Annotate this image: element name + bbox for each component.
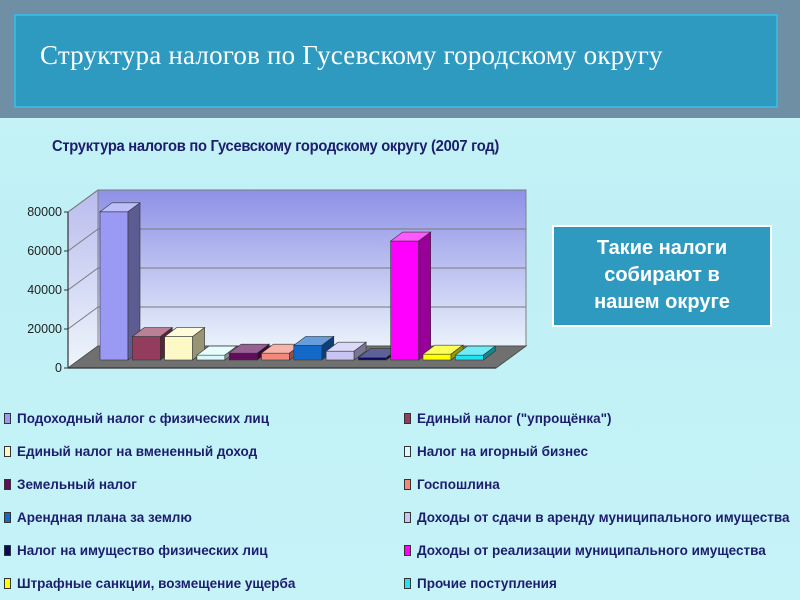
legend-label: Доходы от сдачи в аренду муниципального … [417,509,790,525]
legend-swatch [404,577,411,589]
legend-item: Единый налог ("упрощёнка") [404,407,612,429]
legend-label: Прочие поступления [417,575,557,591]
legend-label: Доходы от реализации муниципального имущ… [417,542,766,558]
legend-swatch [404,511,411,523]
slide-title: Структура налогов по Гусевскому городско… [40,40,663,70]
legend-swatch [404,544,411,556]
bar-3 [164,336,193,361]
legend-label: Налог на игорный бизнес [417,443,588,459]
legend-label: Госпошлина [417,476,500,492]
legend-swatch [4,511,11,523]
legend-item: Госпошлина [404,473,500,495]
callout-line-2: собирают в [604,264,720,286]
chart-legend: Подоходный налог с физических лиц Единый … [0,403,800,600]
bar-12 [454,354,484,361]
bar-chart: 0 20000 40000 60000 80000 [27,189,528,375]
callout-line-3: нашем округе [594,291,730,313]
legend-item: Штрафные санкции, возмещение ущерба [4,572,295,594]
y-tick-label: 40000 [27,283,62,297]
y-tick-label: 0 [55,361,62,375]
legend-swatch [404,478,411,490]
bar-11 [422,353,452,361]
legend-item: Налог на имущество физических лиц [4,539,268,561]
legend-swatch [4,544,11,556]
gridline-side [67,228,99,252]
y-tick-label: 80000 [27,205,62,219]
bar-8 [325,350,355,361]
legend-item: Арендная плана за землю [4,506,192,528]
legend-swatch [4,445,11,457]
bar-10 [390,240,420,361]
bar-9 [358,357,387,361]
bar-1 [99,211,129,361]
y-tick-label: 20000 [27,322,62,336]
legend-label: Земельный налог [17,476,137,492]
gridline-side [67,306,99,330]
bar-5 [228,352,258,361]
gridline-side [67,189,99,213]
legend-label: Подоходный налог с физических лиц [17,410,270,426]
gridline-side [67,267,99,291]
title-box: Структура налогов по Гусевскому городско… [14,14,778,108]
legend-item: Прочие поступления [404,572,557,594]
callout-line-1: Такие налоги [596,237,728,259]
legend-swatch [4,412,11,424]
legend-item: Налог на игорный бизнес [404,440,588,462]
legend-item: Подоходный налог с физических лиц [4,407,269,429]
legend-item: Доходы от сдачи в аренду муниципального … [404,506,789,528]
legend-swatch [404,412,411,424]
bar-side-12 [482,345,496,361]
legend-label: Единый налог ("упрощёнка") [417,410,612,426]
bar-7 [293,345,323,361]
y-tick-label: 60000 [27,244,62,258]
legend-label: Штрафные санкции, возмещение ущерба [17,575,296,591]
legend-item: Земельный налог [4,473,137,495]
legend-label: Налог на имущество физических лиц [17,542,268,558]
bar-side-8 [353,341,367,361]
bar-2 [132,336,161,361]
legend-swatch [404,445,411,457]
legend-item: Единый налог на вмененный доход [4,440,257,462]
bar-4 [196,354,226,361]
legend-swatch [4,577,11,589]
legend-label: Единый налог на вмененный доход [17,443,258,459]
callout-box: Такие налоги собирают в нашем округе [552,225,772,327]
legend-label: Арендная плана за землю [17,509,192,525]
bar-side-10 [418,231,432,361]
legend-swatch [4,478,11,490]
legend-item: Доходы от реализации муниципального имущ… [404,539,766,561]
bar-6 [261,352,290,361]
chart-title: Структура налогов по Гусевскому городско… [52,138,499,155]
